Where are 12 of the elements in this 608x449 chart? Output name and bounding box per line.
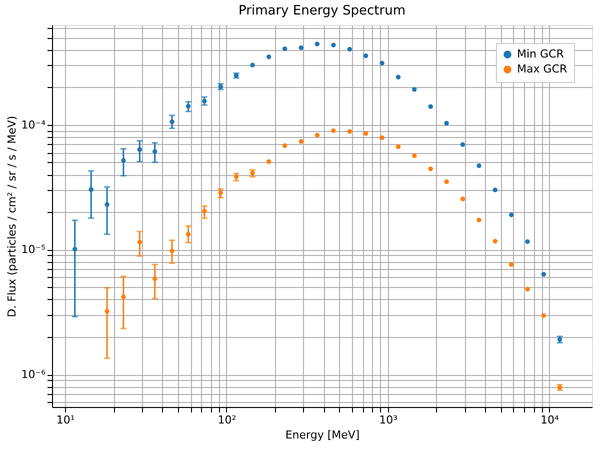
x-tick-label: 10⁴ [540,414,560,426]
legend-label: Min GCR [517,48,564,60]
chart-title: Primary Energy Spectrum [238,4,406,19]
y-tick-label: 10⁻⁶ [21,368,46,382]
y-axis-title: D. Flux (particles / cm² / sr / s / MeV) [5,116,18,318]
x-tick-label: 10³ [379,414,398,426]
x-tick-label: 10¹ [56,414,75,426]
y-tick-label: 10⁻⁴ [21,118,46,132]
x-axis-title: Energy [MeV] [285,428,360,442]
y-tick-label: 10⁻⁵ [21,243,46,256]
x-tick-label: 10² [218,414,236,426]
legend-label: Max GCR [517,62,568,76]
